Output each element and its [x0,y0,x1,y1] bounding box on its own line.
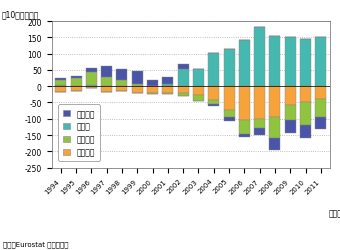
Bar [163,94,173,95]
Bar [300,126,311,138]
Bar [316,118,326,129]
Bar [239,134,250,138]
Bar [239,87,250,121]
Text: （10億ユーロ）: （10億ユーロ） [1,10,39,19]
Bar [55,81,66,85]
Bar [270,36,280,87]
Bar [270,118,280,139]
Bar [132,72,143,84]
Bar [239,121,250,134]
Bar [224,87,235,110]
Bar [147,87,158,93]
Bar [224,117,235,121]
Bar [55,87,66,93]
Bar [254,87,265,119]
Bar [208,87,219,101]
Bar [55,78,66,81]
Bar [71,79,82,87]
Bar [254,119,265,128]
Bar [117,70,128,81]
Bar [193,101,204,102]
Bar [270,139,280,150]
Bar [193,70,204,87]
Bar [132,87,143,94]
Legend: フランス, ドイツ, イタリア, スペイン: フランス, ドイツ, イタリア, スペイン [58,105,100,161]
Bar [163,87,173,94]
Bar [86,87,97,88]
Bar [239,40,250,87]
Bar [316,99,326,118]
Bar [224,50,235,87]
Bar [193,95,204,101]
Bar [163,78,173,84]
Bar [117,87,128,92]
Bar [117,81,128,87]
Bar [300,87,311,102]
Bar [224,110,235,117]
Text: 資料：Eurostat から作成。: 資料：Eurostat から作成。 [3,241,69,248]
Bar [86,72,97,85]
Bar [178,94,189,96]
Bar [101,67,112,78]
Bar [178,70,189,87]
Bar [55,85,66,87]
Bar [285,38,296,87]
Bar [163,84,173,87]
Bar [71,87,82,92]
Bar [147,81,158,87]
Bar [316,38,326,87]
Bar [300,102,311,126]
Bar [208,100,219,104]
Bar [178,65,189,70]
Bar [193,87,204,95]
Bar [147,93,158,95]
Bar [86,85,97,87]
Bar [208,104,219,106]
Bar [254,28,265,87]
Bar [71,76,82,79]
Bar [285,87,296,106]
Bar [101,78,112,87]
Bar [254,128,265,136]
Bar [132,84,143,87]
Bar [300,40,311,87]
X-axis label: （年）: （年） [329,209,340,218]
Bar [101,87,112,93]
Bar [285,106,296,120]
Bar [178,87,189,94]
Bar [270,87,280,118]
Bar [316,87,326,99]
Bar [208,54,219,87]
Bar [285,120,296,134]
Bar [86,69,97,72]
